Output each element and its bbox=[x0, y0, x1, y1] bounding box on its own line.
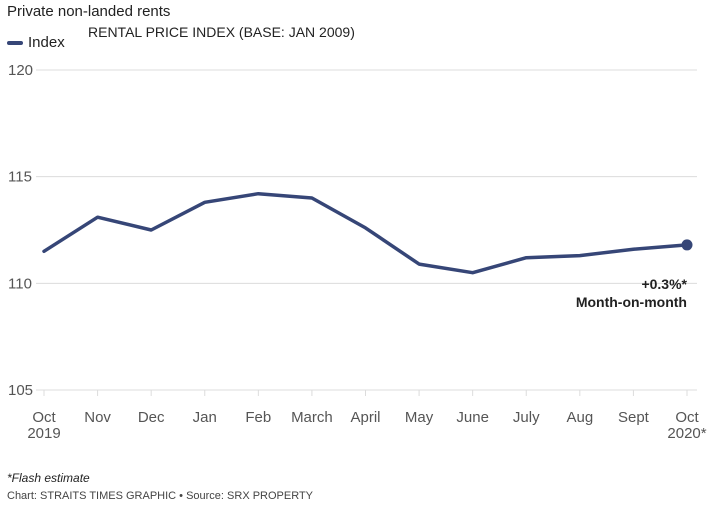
legend: Index bbox=[7, 34, 65, 51]
footnote: *Flash estimate bbox=[7, 471, 90, 485]
x-tick-label: 2020* bbox=[667, 425, 706, 442]
chart-subtitle: RENTAL PRICE INDEX (BASE: JAN 2009) bbox=[88, 24, 355, 40]
data-point-last bbox=[681, 239, 693, 251]
legend-label: Index bbox=[28, 34, 65, 51]
x-tick-label: 2019 bbox=[27, 425, 60, 442]
legend-swatch bbox=[7, 40, 23, 45]
y-tick-label: 110 bbox=[8, 275, 32, 292]
x-tick-label: May bbox=[405, 409, 434, 426]
annotation-label: Month-on-month bbox=[576, 294, 687, 310]
y-tick-label: 115 bbox=[8, 169, 32, 186]
annotation-value: +0.3%* bbox=[641, 276, 687, 292]
source-credit: Chart: STRAITS TIMES GRAPHIC • Source: S… bbox=[7, 490, 314, 502]
series-line-index bbox=[42, 191, 689, 275]
x-tick-label: April bbox=[350, 409, 380, 426]
chart-title: Private non-landed rents bbox=[7, 3, 171, 20]
x-tick-label: Feb bbox=[245, 409, 271, 426]
x-tick-label: Jan bbox=[193, 409, 217, 426]
x-tick-label: March bbox=[291, 409, 333, 426]
x-tick-label: Nov bbox=[84, 409, 111, 426]
y-tick-label: 105 bbox=[8, 382, 33, 399]
x-tick-label: June bbox=[456, 409, 489, 426]
x-tick-label: Sept bbox=[618, 409, 650, 426]
x-tick-label: Oct bbox=[32, 409, 56, 426]
y-tick-label: 120 bbox=[8, 62, 33, 79]
x-tick-label: Dec bbox=[138, 409, 165, 426]
x-tick-label: Oct bbox=[675, 409, 699, 426]
x-tick-label: July bbox=[513, 409, 540, 426]
x-tick-label: Aug bbox=[566, 409, 593, 426]
